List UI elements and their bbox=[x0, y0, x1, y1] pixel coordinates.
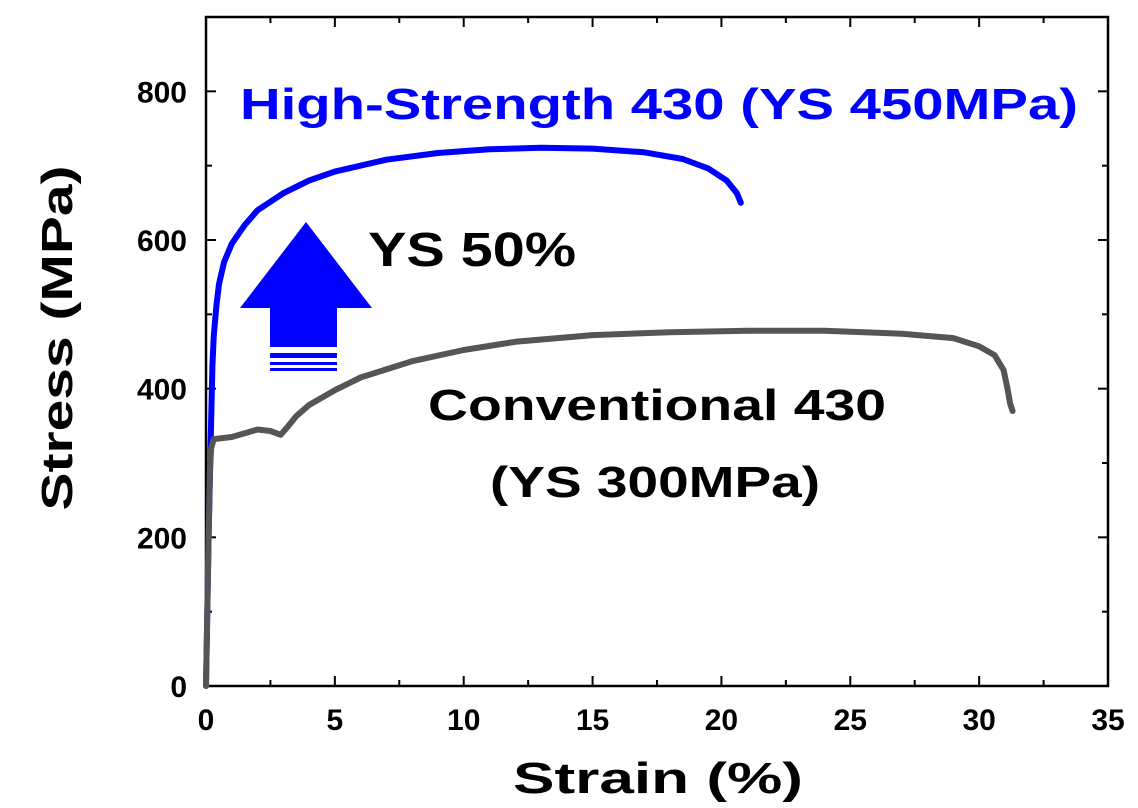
x-tick-label: 20 bbox=[705, 704, 738, 737]
gray-series-label-line2: (YS 300MPa) bbox=[490, 458, 820, 507]
ys-increase-label: YS 50% bbox=[368, 224, 576, 277]
y-tick-label: 0 bbox=[170, 671, 187, 704]
series-layer bbox=[203, 144, 1016, 689]
x-tick-label: 10 bbox=[447, 704, 480, 737]
y-tick-label: 200 bbox=[137, 522, 187, 555]
y-tick-labels: 0 200 400 600 800 bbox=[137, 76, 187, 704]
x-tick-labels: 0 5 10 15 20 25 30 35 bbox=[198, 704, 1125, 737]
gray-series-label-line1: Conventional 430 bbox=[428, 381, 886, 430]
x-axis-title: Strain (%) bbox=[513, 754, 803, 803]
y-axis-title: Stress (MPa) bbox=[33, 166, 82, 511]
x-tick-label: 35 bbox=[1091, 704, 1124, 737]
increase-arrow bbox=[240, 222, 372, 371]
y-tick-label: 400 bbox=[137, 374, 187, 407]
x-tick-label: 30 bbox=[962, 704, 995, 737]
x-tick-label: 15 bbox=[576, 704, 609, 737]
y-tick-label: 800 bbox=[137, 76, 187, 109]
x-tick-label: 5 bbox=[327, 704, 344, 737]
conventional-curve bbox=[203, 327, 1016, 689]
blue-series-label: High-Strength 430 (YS 450MPa) bbox=[240, 80, 1078, 129]
y-tick-label: 600 bbox=[137, 225, 187, 258]
high-strength-curve bbox=[203, 144, 744, 689]
x-tick-label: 25 bbox=[834, 704, 867, 737]
x-tick-label: 0 bbox=[198, 704, 215, 737]
